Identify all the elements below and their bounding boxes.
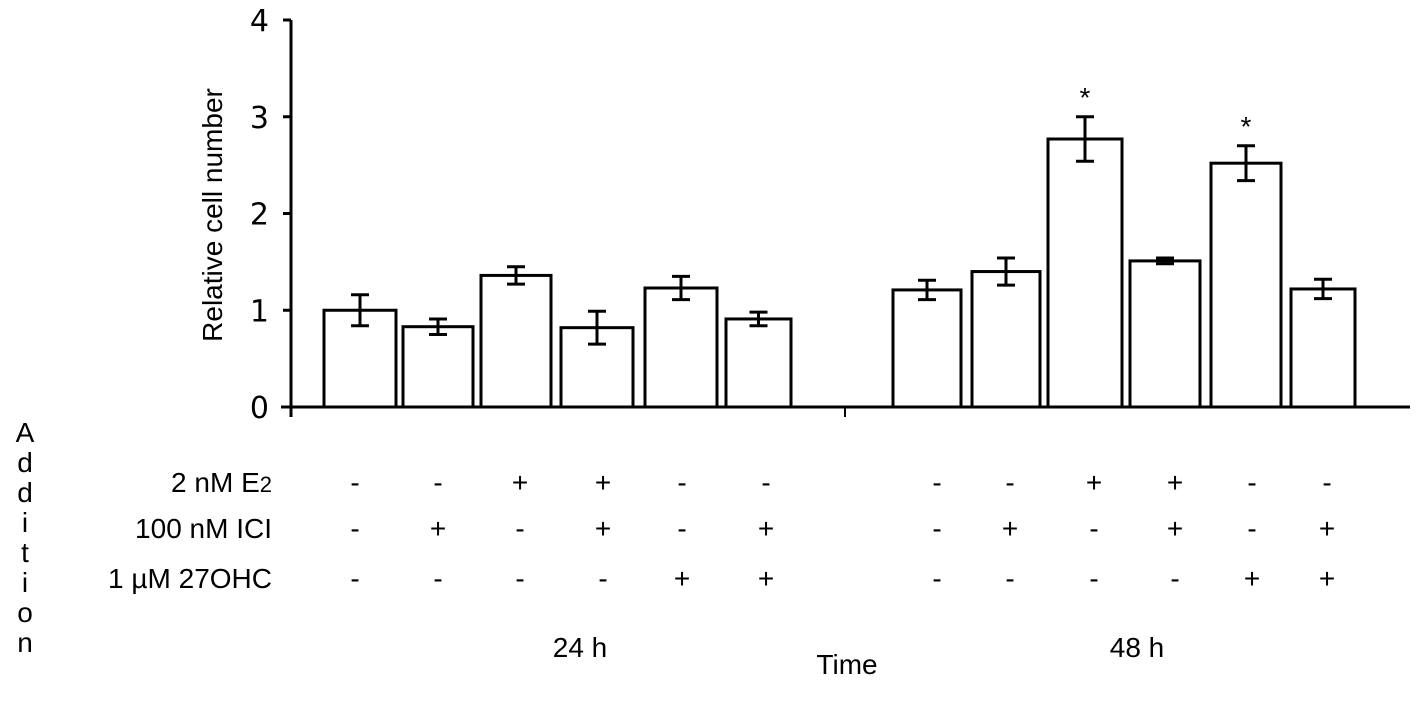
y-tick-label: 1 [250,294,269,329]
bar [479,273,553,409]
addition-label-letter: o [17,597,33,628]
treatment-sign: + [512,467,528,498]
bar [970,270,1042,409]
bar [559,326,635,409]
treatment-sign: - [515,563,524,594]
treatment-label: 1 µM 27OHC [108,563,272,594]
treatment-sign: + [1319,563,1335,594]
treatment-sign: + [430,513,446,544]
treatment-sign: - [598,563,607,594]
treatment-sign: - [1247,513,1256,544]
treatment-sign: + [758,513,774,544]
treatment-sign: - [1247,467,1256,498]
addition-label-letter: n [17,627,33,658]
addition-label-letter: d [17,477,33,508]
treatment-sign: - [1170,563,1179,594]
bar [724,317,793,409]
treatment-sign: - [1089,563,1098,594]
treatment-sign: + [1167,513,1183,544]
addition-label-letter: d [17,447,33,478]
treatment-sign: + [1002,513,1018,544]
treatment-sign: + [1244,563,1260,594]
treatment-sign: - [1005,563,1014,594]
treatment-label: 100 nM ICI [135,513,272,544]
addition-label-letter: i [22,567,28,598]
group-label: 24 h [553,632,608,663]
treatment-sign: + [1319,513,1335,544]
treatment-sign: - [350,563,359,594]
treatment-sign: - [761,467,770,498]
significance-marker: * [1241,111,1252,142]
treatment-sign: - [350,513,359,544]
treatment-sign: + [1086,467,1102,498]
bar [891,288,963,409]
treatment-sign: - [1322,467,1331,498]
treatment-sign: + [674,563,690,594]
bar [1209,161,1283,409]
treatment-sign: + [758,563,774,594]
bar [401,325,475,409]
y-tick-label: 0 [250,391,269,426]
group-label: 48 h [1110,632,1165,663]
treatment-sign: - [433,563,442,594]
bar [1289,287,1357,409]
treatment-sign: - [677,467,686,498]
treatment-sign: - [1089,513,1098,544]
y-tick-label: 2 [250,198,269,233]
addition-label-letter: A [16,417,35,448]
addition-label-letter: t [21,537,29,568]
y-axis-label: Relative cell number [197,88,228,342]
treatment-sign: - [677,513,686,544]
x-axis-label: Time [816,649,877,680]
treatment-sign: - [350,467,359,498]
y-tick-label: 4 [250,4,269,39]
treatment-sign: + [595,467,611,498]
bar [643,286,719,409]
significance-marker: * [1080,82,1091,113]
bar [1128,259,1202,409]
treatment-sign: - [515,513,524,544]
treatment-sign: + [1167,467,1183,498]
treatment-sign: - [1005,467,1014,498]
treatment-sign: + [595,513,611,544]
addition-label-letter: i [22,507,28,538]
bar [1046,137,1124,409]
treatment-label: 2 nM E2 [171,467,272,498]
treatment-sign: - [932,467,941,498]
treatment-sign: - [932,563,941,594]
treatment-sign: - [433,467,442,498]
treatment-sign: - [932,513,941,544]
y-tick-label: 3 [250,101,269,136]
